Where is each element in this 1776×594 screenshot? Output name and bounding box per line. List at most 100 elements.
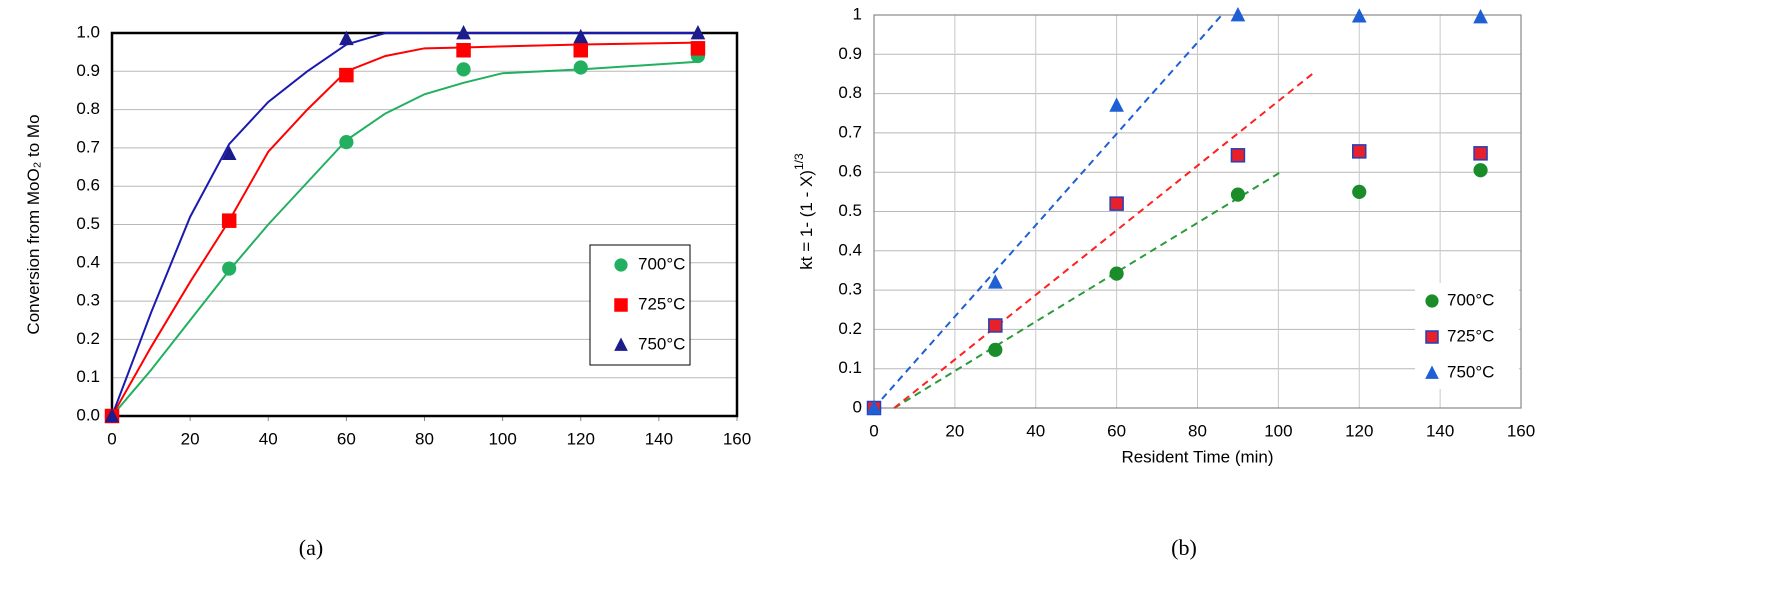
marker xyxy=(573,42,588,58)
marker xyxy=(221,213,237,228)
x-tick-label: 80 xyxy=(415,429,434,448)
chart: 0.0 0.1 0.2 0.3 0.4 0.5 0.6 0.7 0.8 0.9 1.0 0 20 40 60… xyxy=(24,22,751,560)
x-tick-label: 80 xyxy=(1188,421,1207,440)
plot-frame xyxy=(873,14,1522,409)
legend: 700°C 725°C 750°C xyxy=(1415,283,1519,389)
marker xyxy=(614,298,628,312)
y-tick-label: 0.4 xyxy=(838,240,862,259)
x-tick-label: 0 xyxy=(107,429,116,448)
x-tick-label: 60 xyxy=(1107,421,1126,440)
marker xyxy=(614,258,628,272)
x-tick-label: 40 xyxy=(259,429,278,448)
caption: (a) xyxy=(299,535,323,560)
marker xyxy=(456,62,471,77)
y-tick-label: 0.7 xyxy=(76,137,100,156)
marker xyxy=(988,318,1003,333)
marker xyxy=(573,28,589,44)
legend: 700°C 725°C 750°C xyxy=(589,244,691,366)
y-axis-label-text: Conversion from MoO₂ to Mo xyxy=(24,114,43,334)
legend-label: 750°C xyxy=(1447,362,1494,381)
x-tick-label: 60 xyxy=(337,429,356,448)
x-tick-label: 20 xyxy=(181,429,200,448)
y-tick-label: 0.0 xyxy=(76,405,100,424)
caption: (b) xyxy=(1171,535,1197,560)
marker xyxy=(614,337,628,351)
y-tick-label: 0.5 xyxy=(76,214,100,233)
marker xyxy=(1425,330,1439,344)
legend-label: 750°C xyxy=(638,334,685,353)
fit-line xyxy=(893,71,1316,409)
marker xyxy=(1473,9,1488,24)
legend-label: 700°C xyxy=(638,254,685,273)
y-tick-label: 0.6 xyxy=(76,176,100,195)
y-tick-label: 0.1 xyxy=(76,367,100,386)
marker xyxy=(1352,184,1367,199)
x-tick-label: 160 xyxy=(723,429,751,448)
y-tick-label: 0.9 xyxy=(76,61,100,80)
legend-box xyxy=(589,244,691,366)
x-tick-label: 20 xyxy=(945,421,964,440)
marker xyxy=(988,342,1003,357)
marker xyxy=(1425,294,1439,308)
marker xyxy=(1230,7,1246,22)
y-tick-label: 0.3 xyxy=(838,280,862,299)
marker xyxy=(104,408,120,423)
y-axis-label: kt = 1- (1 - X)1/3 xyxy=(792,153,816,270)
marker xyxy=(573,60,588,75)
y-tick-label: 0.2 xyxy=(76,329,100,348)
x-tick-label: 120 xyxy=(567,429,595,448)
y-tick-label: 0 xyxy=(853,397,862,416)
marker xyxy=(221,145,237,160)
chart: 0 0.1 0.2 0.3 0.4 0.5 0.6 0.7 0.8 0.9 1 0 20 40 60 80 10… xyxy=(792,4,1535,560)
y-tick-label: 0.2 xyxy=(838,319,862,338)
marker xyxy=(456,25,471,40)
marker xyxy=(456,42,471,58)
x-tick-label: 100 xyxy=(488,429,516,448)
marker xyxy=(690,41,706,56)
x-tick-label: 0 xyxy=(869,421,878,440)
marker xyxy=(1109,97,1124,112)
y-axis-label-superscript: 1/3 xyxy=(792,153,806,170)
marker xyxy=(1230,187,1246,202)
y-tick-label: 0.1 xyxy=(838,358,862,377)
x-tick-label: 100 xyxy=(1264,421,1292,440)
y-tick-label: 0.3 xyxy=(76,291,100,310)
marker xyxy=(222,261,237,276)
fit-line xyxy=(893,170,1283,409)
marker xyxy=(339,67,354,83)
y-axis-label-text: kt = 1- (1 - X) xyxy=(797,170,816,270)
y-tick-label: 0.8 xyxy=(76,99,100,118)
marker xyxy=(1473,163,1488,178)
legend-label: 700°C xyxy=(1447,290,1494,309)
x-tick-label: 120 xyxy=(1345,421,1373,440)
y-axis-label: Conversion from MoO₂ to Mo xyxy=(24,114,43,334)
y-tick-label: 0.4 xyxy=(76,252,100,271)
y-tick-label: 1 xyxy=(853,4,862,23)
x-tick-label: 140 xyxy=(1426,421,1454,440)
marker xyxy=(690,25,706,40)
x-tick-label: 40 xyxy=(1026,421,1045,440)
y-tick-label: 0.6 xyxy=(838,162,862,181)
marker xyxy=(339,30,354,46)
x-tick-label: 140 xyxy=(645,429,673,448)
legend-label: 725°C xyxy=(638,294,685,313)
fit-line xyxy=(873,14,1223,409)
y-tick-label: 0.8 xyxy=(838,83,862,102)
marker xyxy=(1425,365,1439,379)
y-tick-label: 0.9 xyxy=(838,44,862,63)
marker xyxy=(866,400,882,415)
marker xyxy=(987,274,1003,289)
legend-label: 725°C xyxy=(1447,326,1494,345)
y-tick-label: 0.7 xyxy=(838,122,862,141)
y-tick-label: 0.5 xyxy=(838,201,862,220)
marker xyxy=(1109,196,1124,211)
marker xyxy=(1109,266,1124,281)
marker xyxy=(1473,146,1488,161)
marker xyxy=(339,135,354,150)
y-tick-label: 1.0 xyxy=(76,22,100,41)
marker xyxy=(1351,8,1367,23)
marker xyxy=(1352,144,1367,159)
marker xyxy=(1230,148,1246,163)
x-tick-label: 160 xyxy=(1507,421,1535,440)
